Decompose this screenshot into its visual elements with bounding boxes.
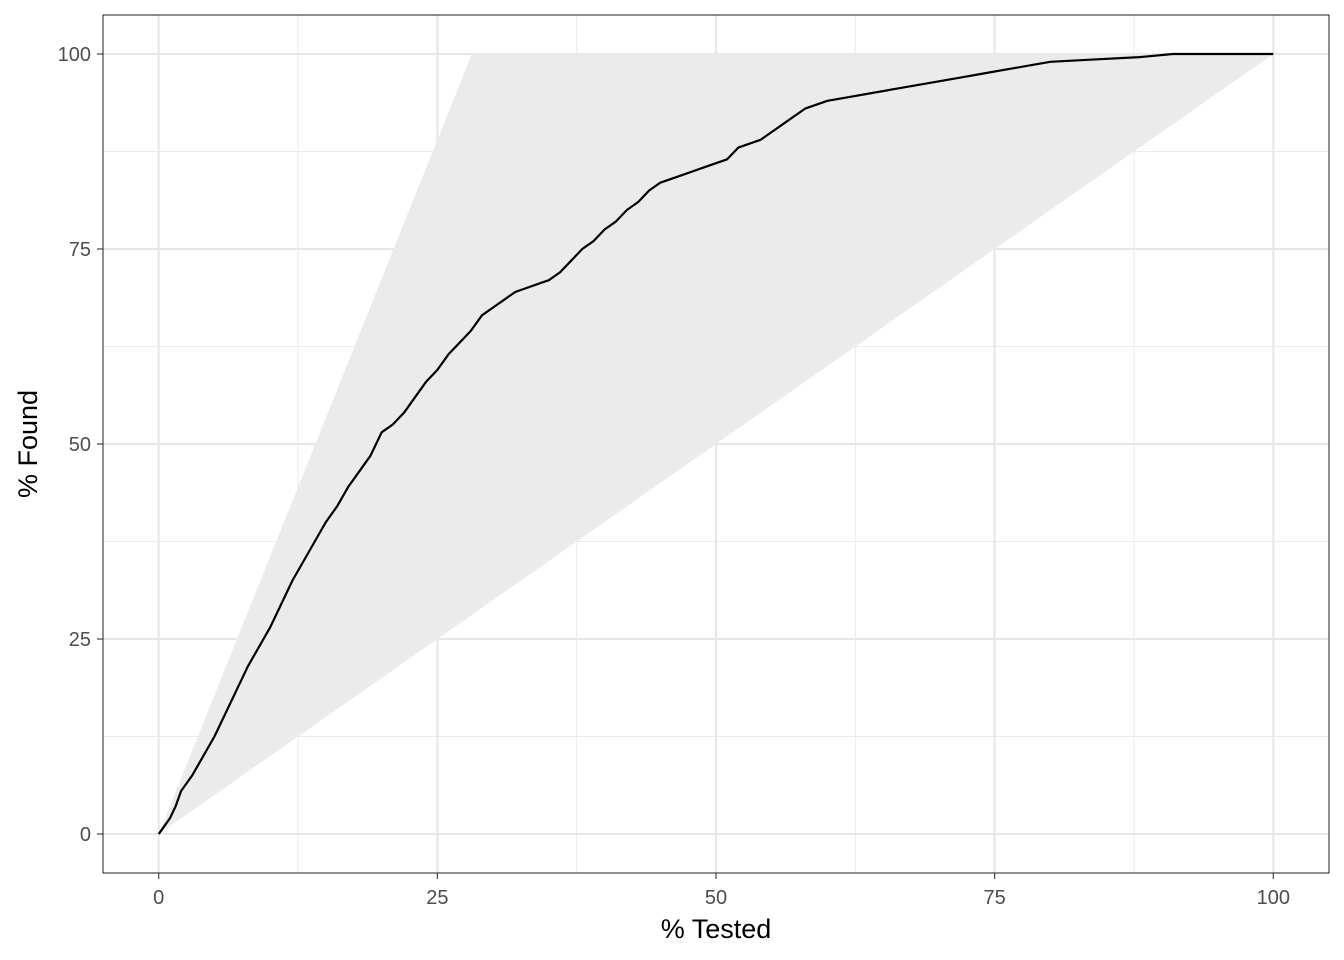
x-axis-title: % Tested — [661, 914, 772, 944]
reference-band — [158, 54, 1274, 834]
x-tick-label: 25 — [426, 887, 448, 909]
y-axis-ticks: 0 25 50 75 100 — [58, 44, 103, 846]
y-axis-title: % Found — [13, 390, 43, 498]
x-tick-label: 0 — [153, 887, 164, 909]
y-tick-label: 100 — [58, 44, 91, 66]
y-tick-label: 75 — [69, 239, 91, 261]
x-tick-label: 50 — [705, 887, 727, 909]
y-tick-label: 0 — [80, 824, 91, 846]
x-tick-label: 75 — [984, 887, 1006, 909]
x-axis-ticks: 0 25 50 75 100 — [153, 873, 1290, 909]
y-tick-label: 25 — [69, 629, 91, 651]
x-tick-label: 100 — [1257, 887, 1290, 909]
y-tick-label: 50 — [69, 434, 91, 456]
series-line — [157, 52, 1274, 835]
